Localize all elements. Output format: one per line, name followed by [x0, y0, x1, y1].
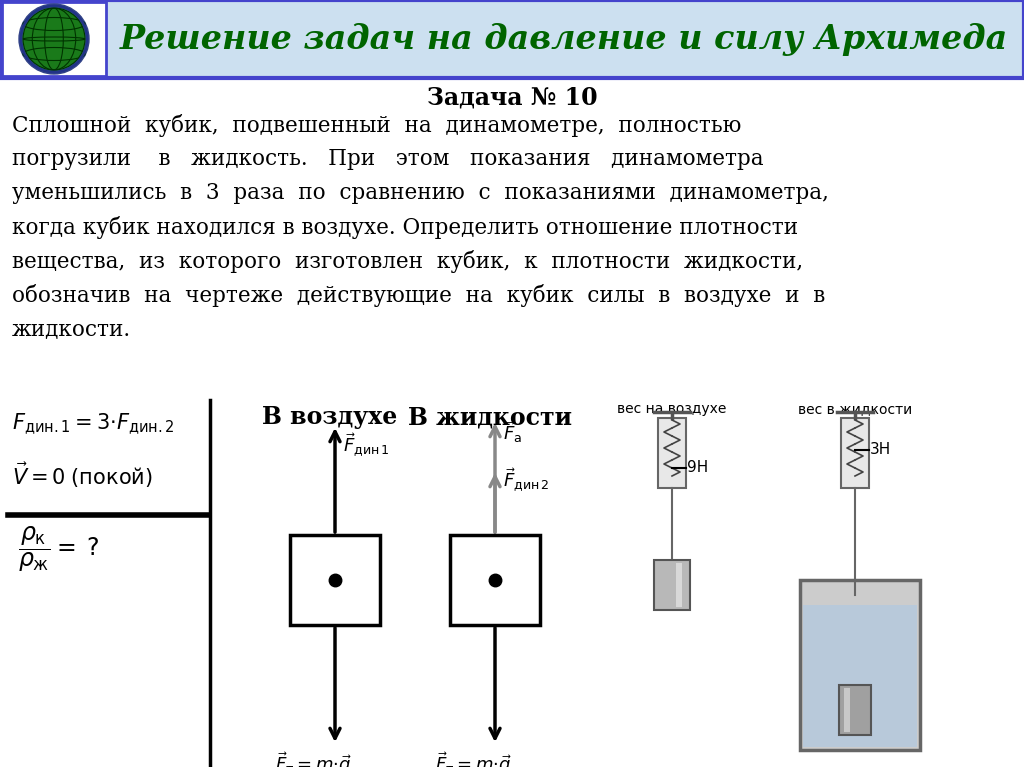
Text: $\vec{F}_{\mathsf{т}}=m{\cdot}\vec{g}$: $\vec{F}_{\mathsf{т}}=m{\cdot}\vec{g}$ [275, 750, 351, 767]
Text: $\vec{F}_{\mathsf{дин\,1}}$: $\vec{F}_{\mathsf{дин\,1}}$ [343, 431, 389, 459]
Text: $\vec{V}=0\;(\mathsf{покой})$: $\vec{V}=0\;(\mathsf{покой})$ [12, 460, 153, 490]
Text: $\vec{F}_{\mathsf{а}}$: $\vec{F}_{\mathsf{а}}$ [503, 419, 522, 445]
Text: Решение задач на давление и силу Архимеда: Решение задач на давление и силу Архимед… [120, 22, 1008, 55]
Text: Сплошной  кубик,  подвешенный  на  динамометре,  полностью: Сплошной кубик, подвешенный на динамомет… [12, 114, 741, 137]
Text: жидкости.: жидкости. [12, 318, 131, 340]
Bar [658, 418, 686, 488]
Bar [803, 605, 918, 747]
Circle shape [23, 8, 85, 70]
Bar [676, 563, 682, 607]
Text: 3Н: 3Н [870, 443, 891, 457]
Text: В воздухе: В воздухе [262, 405, 397, 429]
Text: $F_{\mathsf{дин.1}}=3{\cdot}F_{\mathsf{дин.2}}$: $F_{\mathsf{дин.1}}=3{\cdot}F_{\mathsf{д… [12, 412, 175, 437]
Bar [290, 535, 380, 625]
Text: вещества,  из  которого  изготовлен  кубик,  к  плотности  жидкости,: вещества, из которого изготовлен кубик, … [12, 250, 803, 273]
Bar [841, 418, 869, 488]
Bar [800, 580, 920, 750]
Text: вес на воздухе: вес на воздухе [617, 402, 727, 416]
Text: Задача № 10: Задача № 10 [427, 85, 597, 109]
Bar [844, 688, 850, 732]
Circle shape [19, 4, 89, 74]
Text: $\dfrac{\rho_{\mathsf{к}}}{\rho_{\mathsf{ж}}}=\;?$: $\dfrac{\rho_{\mathsf{к}}}{\rho_{\mathsf… [18, 525, 99, 574]
Text: когда кубик находился в воздухе. Определить отношение плотности: когда кубик находился в воздухе. Определ… [12, 216, 798, 239]
Text: 9Н: 9Н [687, 460, 709, 476]
Text: $\vec{F}_{\mathsf{дин\,2}}$: $\vec{F}_{\mathsf{дин\,2}}$ [503, 466, 550, 494]
Bar [654, 560, 690, 610]
Bar [2, 2, 106, 76]
Text: погрузили    в   жидкость.   При   этом   показания   динамометра: погрузили в жидкость. При этом показания… [12, 148, 764, 170]
Circle shape [22, 6, 87, 72]
Text: обозначив  на  чертеже  действующие  на  кубик  силы  в  воздухе  и  в: обозначив на чертеже действующие на куби… [12, 284, 825, 307]
Bar [450, 535, 540, 625]
Text: вес в жидкости: вес в жидкости [798, 402, 912, 416]
Text: $\vec{F}_{\mathsf{т}}=m{\cdot}\vec{g}$: $\vec{F}_{\mathsf{т}}=m{\cdot}\vec{g}$ [435, 750, 512, 767]
Bar [0, 0, 1024, 78]
Bar [839, 685, 871, 735]
Text: уменьшились  в  3  раза  по  сравнению  с  показаниями  динамометра,: уменьшились в 3 раза по сравнению с пока… [12, 182, 828, 204]
Text: В жидкости: В жидкости [408, 405, 572, 429]
